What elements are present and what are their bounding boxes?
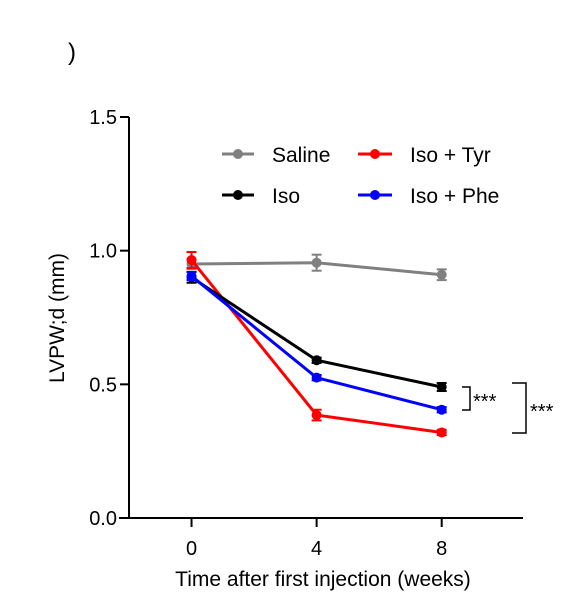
data-point-saline xyxy=(311,257,322,268)
legend-item-iso: Iso xyxy=(222,185,300,208)
x-ticks: 0 4 8 xyxy=(186,518,447,560)
series-saline xyxy=(186,253,447,282)
y-tick-label: 0.0 xyxy=(89,508,117,530)
series-line-iso-phe xyxy=(190,274,443,412)
series-line-iso xyxy=(190,276,443,389)
data-point-iso-tyr xyxy=(311,410,322,421)
significance-bracket-outer xyxy=(512,382,527,434)
y-tick-label: 1.0 xyxy=(89,241,117,263)
data-point-iso-phe xyxy=(436,404,447,415)
y-ticks: 0.0 0.5 1.0 1.5 xyxy=(89,107,129,530)
y-axis: 0.0 0.5 1.0 1.5 xyxy=(89,107,130,530)
legend-marker-iso-phe xyxy=(370,190,380,200)
legend: Saline Iso + Tyr Iso Iso + Phe xyxy=(222,144,499,208)
data-point-iso-phe xyxy=(311,372,322,383)
x-tick-label: 8 xyxy=(436,538,447,560)
legend-marker-iso-tyr xyxy=(370,149,380,159)
x-tick-label: 4 xyxy=(311,538,322,560)
legend-marker-saline xyxy=(233,149,243,159)
significance-label-inner: *** xyxy=(473,391,497,413)
data-point-iso xyxy=(436,382,447,393)
x-axis: 0 4 8 xyxy=(119,517,523,560)
x-axis-title: Time after first injection (weeks) xyxy=(175,568,471,591)
legend-label-iso-tyr: Iso + Tyr xyxy=(410,144,491,167)
data-point-iso-tyr xyxy=(186,255,197,266)
significance-bracket-inner xyxy=(462,386,471,411)
series-iso-phe xyxy=(186,271,447,415)
panel-mark: ) xyxy=(68,39,76,66)
series-iso-tyr xyxy=(186,251,447,438)
y-axis-title: LVPW;d (mm) xyxy=(46,253,69,383)
significance-annotations: *** *** xyxy=(462,382,554,434)
legend-item-iso-tyr: Iso + Tyr xyxy=(358,144,491,167)
y-tick-label: 1.5 xyxy=(89,107,117,129)
legend-item-iso-phe: Iso + Phe xyxy=(358,185,499,208)
legend-marker-iso xyxy=(233,190,243,200)
significance-label-outer: *** xyxy=(530,401,554,423)
legend-item-saline: Saline xyxy=(222,144,330,167)
series-layer xyxy=(186,251,447,438)
legend-label-iso-phe: Iso + Phe xyxy=(410,185,499,208)
x-tick-label: 0 xyxy=(186,538,197,560)
data-point-iso-tyr xyxy=(436,427,447,438)
data-point-saline xyxy=(436,269,447,280)
legend-label-iso: Iso xyxy=(272,185,300,208)
data-point-iso-phe xyxy=(186,271,197,282)
y-tick-label: 0.5 xyxy=(89,374,117,396)
data-point-iso xyxy=(311,355,322,366)
series-line-iso-tyr xyxy=(190,259,442,434)
legend-label-saline: Saline xyxy=(272,144,330,167)
